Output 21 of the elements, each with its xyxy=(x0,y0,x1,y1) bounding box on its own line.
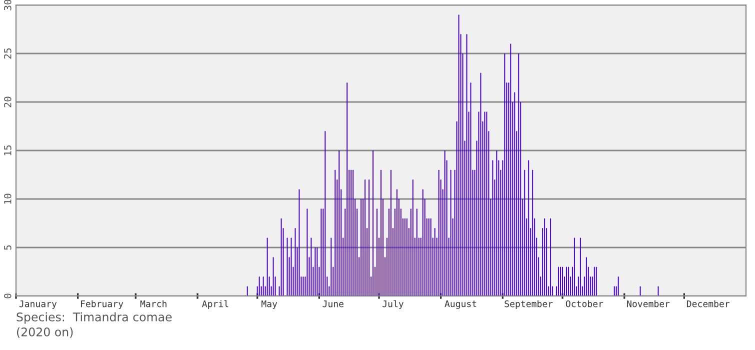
y-tick-label: 30 xyxy=(4,0,12,10)
y-tick-label: 5 xyxy=(4,245,12,250)
x-tick-label: April xyxy=(202,300,228,309)
x-tick-label: February xyxy=(81,300,124,309)
y-tick-label: 0 xyxy=(4,294,12,298)
x-tick-label: June xyxy=(322,300,344,308)
text: (2020 on) xyxy=(17,327,73,338)
x-tick-label: March xyxy=(140,300,166,308)
y-tick-label: 20 xyxy=(4,96,12,108)
y-tick-label: 10 xyxy=(4,194,12,204)
x-tick-label: October xyxy=(566,300,604,308)
x-tick-label: May xyxy=(262,300,278,309)
y-tick-label: 15 xyxy=(4,145,12,156)
x-tick-label: July xyxy=(382,300,404,309)
x-tick-label: September xyxy=(504,300,553,309)
x-tick-label: January xyxy=(19,300,57,309)
y-tick-label: 25 xyxy=(4,48,12,59)
x-tick-label: December xyxy=(686,300,730,308)
x-tick-label: November xyxy=(627,300,670,308)
x-tick-label: August xyxy=(444,300,476,309)
text: Species: Timandra comae xyxy=(16,312,172,324)
